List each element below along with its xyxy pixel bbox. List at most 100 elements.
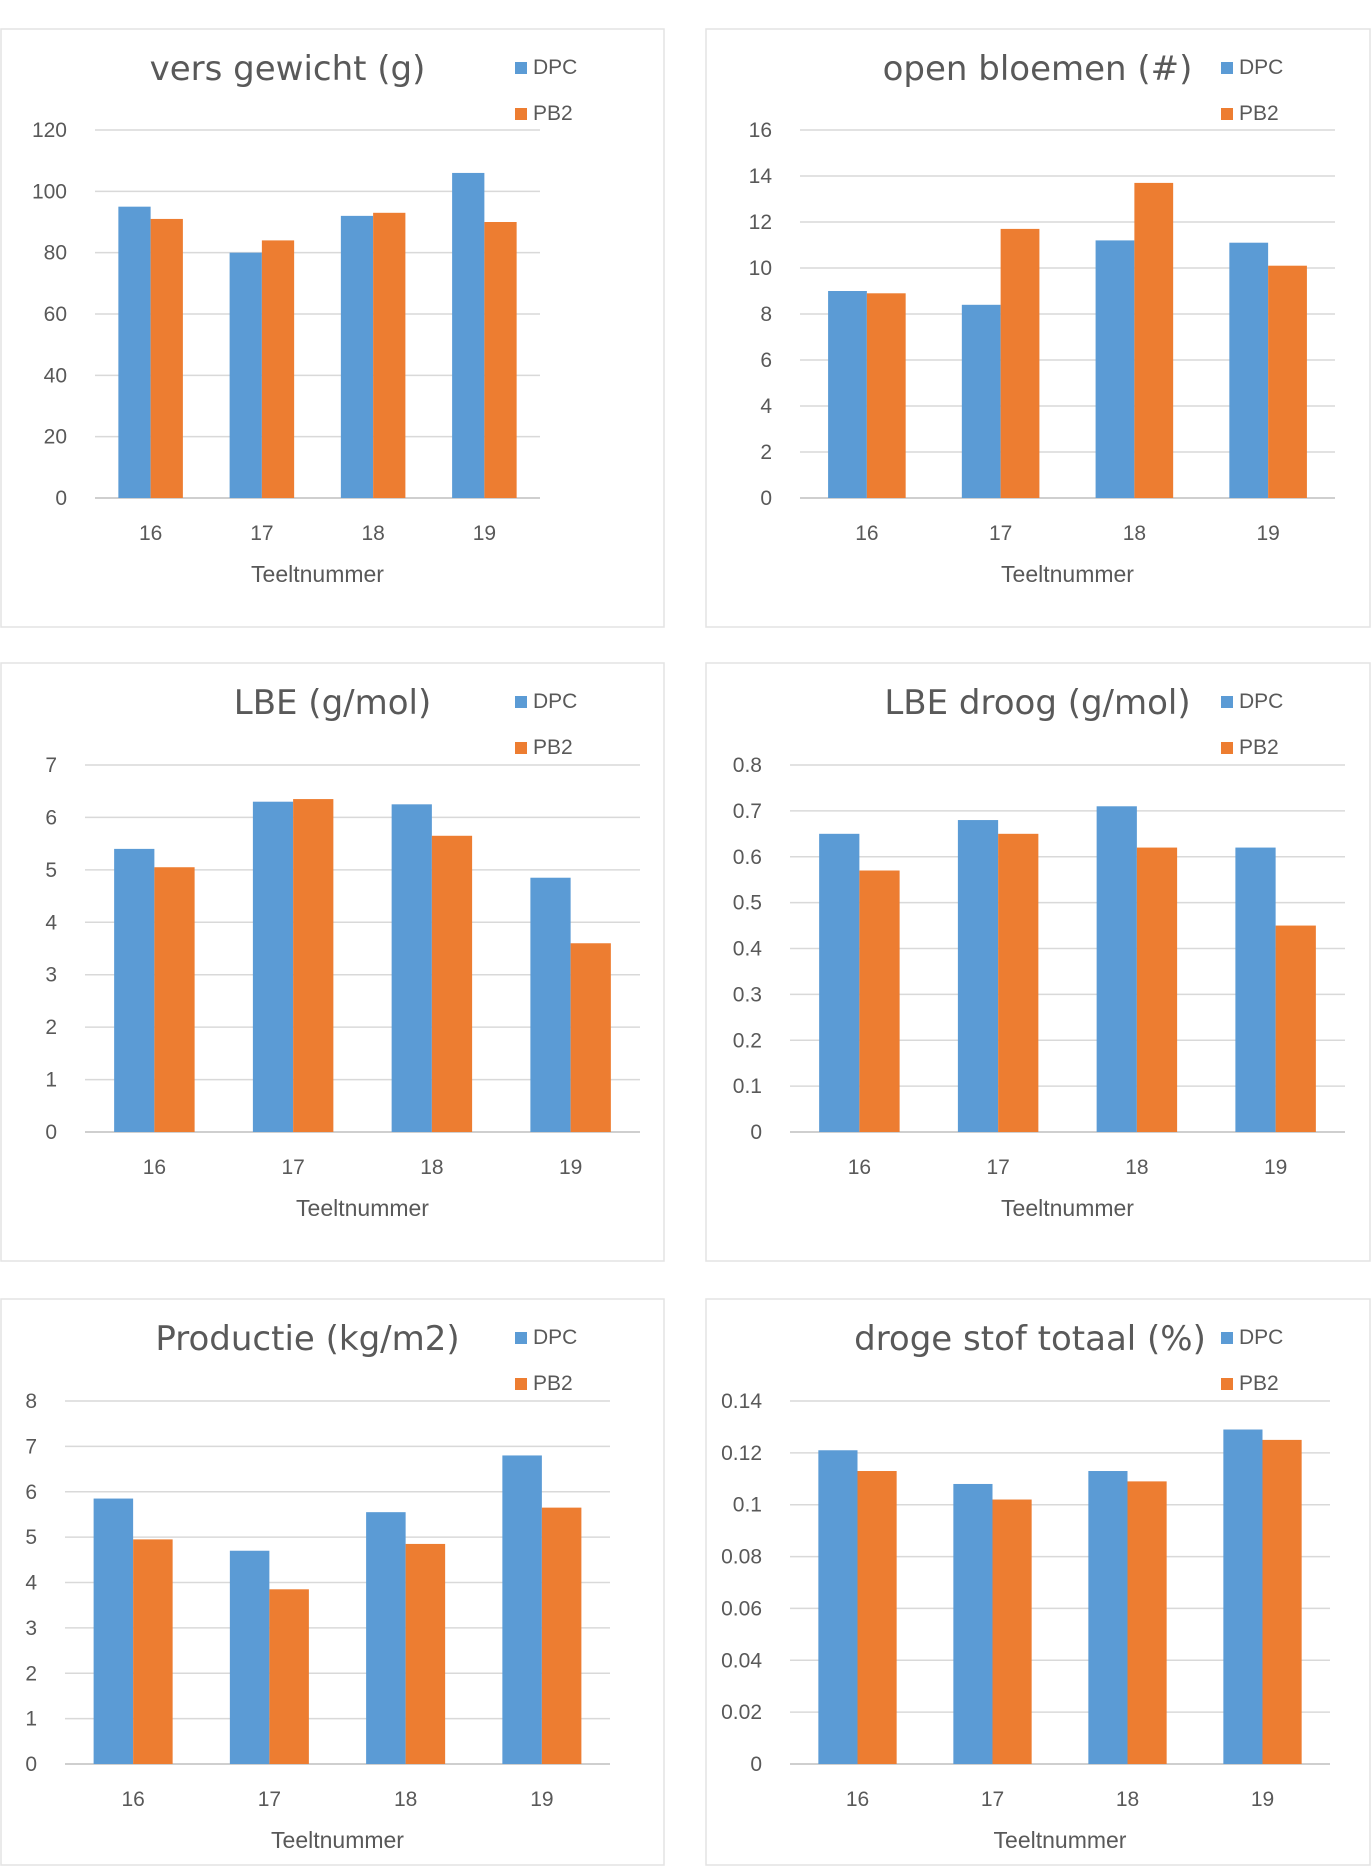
bar-pb2-16	[150, 218, 183, 498]
legend-swatch-pb2	[515, 1378, 527, 1390]
y-tick-label: 0.14	[721, 1390, 762, 1413]
bar-pb2-16	[857, 1471, 897, 1764]
y-tick-label: 0.08	[721, 1546, 762, 1569]
y-tick-label: 7	[25, 1435, 37, 1458]
x-tick-label: 19	[559, 1156, 582, 1179]
y-tick-label: 0.02	[721, 1701, 762, 1724]
legend-swatch-pb2	[515, 108, 527, 120]
y-tick-label: 60	[44, 303, 67, 326]
legend-label-pb2: PB2	[533, 102, 573, 125]
bar-dpc-18	[340, 215, 374, 498]
chart-title: LBE droog (g/mol)	[884, 683, 1190, 723]
x-tick-label: 16	[143, 1156, 166, 1179]
x-tick-label: 18	[1125, 1156, 1148, 1179]
bar-pb2-18	[405, 1543, 446, 1764]
bar-dpc-19	[1229, 242, 1269, 498]
y-tick-label: 0	[750, 1121, 762, 1144]
y-tick-label: 20	[44, 426, 67, 449]
bar-pb2-18	[1136, 847, 1178, 1132]
y-tick-label: 7	[45, 754, 57, 777]
x-axis-title: Teeltnummer	[994, 1827, 1127, 1853]
y-tick-label: 0.06	[721, 1597, 762, 1620]
y-tick-label: 40	[44, 364, 67, 387]
legend-swatch-dpc	[1221, 696, 1233, 708]
bar-dpc-19	[1235, 847, 1276, 1132]
legend-label-dpc: DPC	[1239, 690, 1283, 713]
x-tick-label: 17	[989, 522, 1012, 545]
legend-swatch-dpc	[515, 62, 527, 74]
bar-pb2-16	[859, 870, 900, 1132]
y-tick-label: 0	[760, 487, 772, 510]
bar-pb2-17	[293, 799, 334, 1132]
y-tick-label: 0.4	[733, 938, 763, 961]
legend-label-dpc: DPC	[533, 56, 577, 79]
bar-dpc-16	[828, 291, 867, 498]
y-tick-label: 0.2	[733, 1029, 762, 1052]
bar-dpc-17	[252, 801, 294, 1132]
legend-label-dpc: DPC	[1239, 56, 1283, 79]
y-tick-label: 8	[760, 303, 772, 326]
y-tick-label: 10	[749, 257, 772, 280]
bar-pb2-19	[570, 943, 611, 1132]
y-tick-label: 3	[25, 1617, 37, 1640]
bar-pb2-19	[1268, 265, 1307, 498]
bar-pb2-18	[1127, 1481, 1167, 1764]
y-tick-label: 6	[25, 1481, 37, 1504]
bar-dpc-17	[953, 1483, 993, 1764]
bar-dpc-17	[229, 1550, 270, 1764]
y-tick-label: 0.7	[733, 800, 762, 823]
x-axis-title: Teeltnummer	[271, 1827, 404, 1853]
x-tick-label: 19	[1264, 1156, 1287, 1179]
bar-pb2-19	[1262, 1439, 1302, 1764]
y-tick-label: 5	[25, 1526, 37, 1549]
y-tick-label: 3	[45, 964, 57, 987]
x-tick-label: 16	[855, 522, 878, 545]
chart-title: vers gewicht (g)	[150, 49, 426, 89]
y-tick-label: 4	[25, 1572, 37, 1595]
bar-dpc-18	[1096, 806, 1137, 1132]
bar-pb2-19	[541, 1507, 582, 1764]
bar-dpc-19	[530, 877, 571, 1132]
y-tick-label: 2	[45, 1016, 57, 1039]
bar-dpc-17	[229, 252, 262, 498]
bar-pb2-17	[1000, 228, 1040, 498]
bar-dpc-16	[818, 1450, 858, 1764]
chart-2: 0 2 4 6 8 10 12 14 16 16 17 18 19 Teeltnummer open blo…	[705, 28, 1371, 628]
legend-swatch-pb2	[1221, 108, 1233, 120]
x-axis-title: Teeltnummer	[296, 1195, 429, 1221]
y-tick-label: 1	[25, 1708, 37, 1731]
y-tick-label: 2	[760, 441, 772, 464]
bar-pb2-17	[998, 833, 1039, 1132]
y-tick-label: 0	[25, 1753, 37, 1776]
legend-label-pb2: PB2	[1239, 736, 1279, 759]
y-tick-label: 6	[45, 806, 57, 829]
y-tick-label: 80	[44, 242, 67, 265]
bar-pb2-18	[1134, 182, 1174, 498]
bar-dpc-16	[819, 833, 860, 1132]
y-tick-label: 5	[45, 859, 57, 882]
legend-label-dpc: DPC	[533, 690, 577, 713]
y-tick-label: 16	[749, 119, 772, 142]
y-tick-label: 0	[45, 1121, 57, 1144]
y-tick-label: 0.04	[721, 1649, 762, 1672]
bar-pb2-16	[154, 867, 195, 1132]
y-tick-label: 0.1	[733, 1075, 762, 1098]
x-tick-label: 17	[981, 1788, 1004, 1811]
y-tick-label: 2	[25, 1662, 37, 1685]
x-tick-label: 19	[1256, 522, 1279, 545]
x-tick-label: 16	[846, 1788, 869, 1811]
bar-pb2-16	[133, 1539, 173, 1764]
y-tick-label: 0.1	[733, 1494, 762, 1517]
legend-swatch-pb2	[1221, 1378, 1233, 1390]
bar-pb2-18	[373, 212, 406, 499]
chart-4: 0 0.1 0.2 0.3 0.4 0.5 0.6 0.7 0.8 16 17 18 19 Teeltnu…	[705, 662, 1371, 1262]
y-tick-label: 120	[32, 119, 67, 142]
x-axis-title: Teeltnummer	[1001, 1195, 1134, 1221]
legend-swatch-dpc	[515, 696, 527, 708]
y-tick-label: 12	[749, 211, 772, 234]
bar-pb2-19	[1275, 925, 1316, 1132]
x-axis-title: Teeltnummer	[1001, 561, 1134, 587]
x-tick-label: 17	[250, 522, 273, 545]
y-tick-label: 14	[749, 165, 773, 188]
x-tick-label: 18	[420, 1156, 443, 1179]
